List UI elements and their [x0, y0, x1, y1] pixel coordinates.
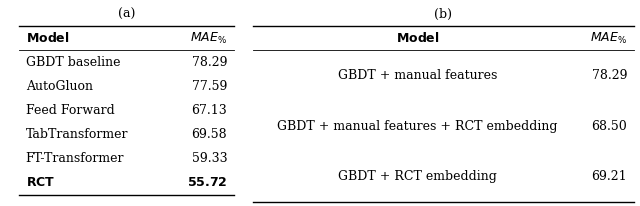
Text: TabTransformer: TabTransformer — [26, 128, 128, 141]
Text: $\mathbf{Model}$: $\mathbf{Model}$ — [26, 31, 69, 45]
Text: 68.50: 68.50 — [591, 120, 627, 133]
Text: (a): (a) — [118, 8, 135, 21]
Text: 69.21: 69.21 — [591, 170, 627, 183]
Text: $\mathbf{RCT}$: $\mathbf{RCT}$ — [26, 176, 55, 189]
Text: 78.29: 78.29 — [192, 56, 227, 69]
Text: GBDT baseline: GBDT baseline — [26, 56, 120, 69]
Text: (b): (b) — [434, 8, 452, 21]
Text: $\mathit{MAE}_{\mathit{\%}}$: $\mathit{MAE}_{\mathit{\%}}$ — [590, 30, 627, 46]
Text: GBDT + manual features: GBDT + manual features — [338, 69, 497, 82]
Text: 59.33: 59.33 — [191, 152, 227, 165]
Text: $\mathbf{55.72}$: $\mathbf{55.72}$ — [187, 176, 227, 189]
Text: 67.13: 67.13 — [191, 104, 227, 117]
Text: GBDT + manual features + RCT embedding: GBDT + manual features + RCT embedding — [277, 120, 558, 133]
Text: GBDT + RCT embedding: GBDT + RCT embedding — [338, 170, 497, 183]
Text: FT-Transformer: FT-Transformer — [26, 152, 124, 165]
Text: 78.29: 78.29 — [592, 69, 627, 82]
Text: $\mathit{MAE}_{\mathit{\%}}$: $\mathit{MAE}_{\mathit{\%}}$ — [190, 30, 227, 46]
Text: Feed Forward: Feed Forward — [26, 104, 115, 117]
Text: 69.58: 69.58 — [191, 128, 227, 141]
Text: AutoGluon: AutoGluon — [26, 80, 93, 93]
Text: $\mathbf{Model}$: $\mathbf{Model}$ — [396, 31, 440, 45]
Text: 77.59: 77.59 — [192, 80, 227, 93]
